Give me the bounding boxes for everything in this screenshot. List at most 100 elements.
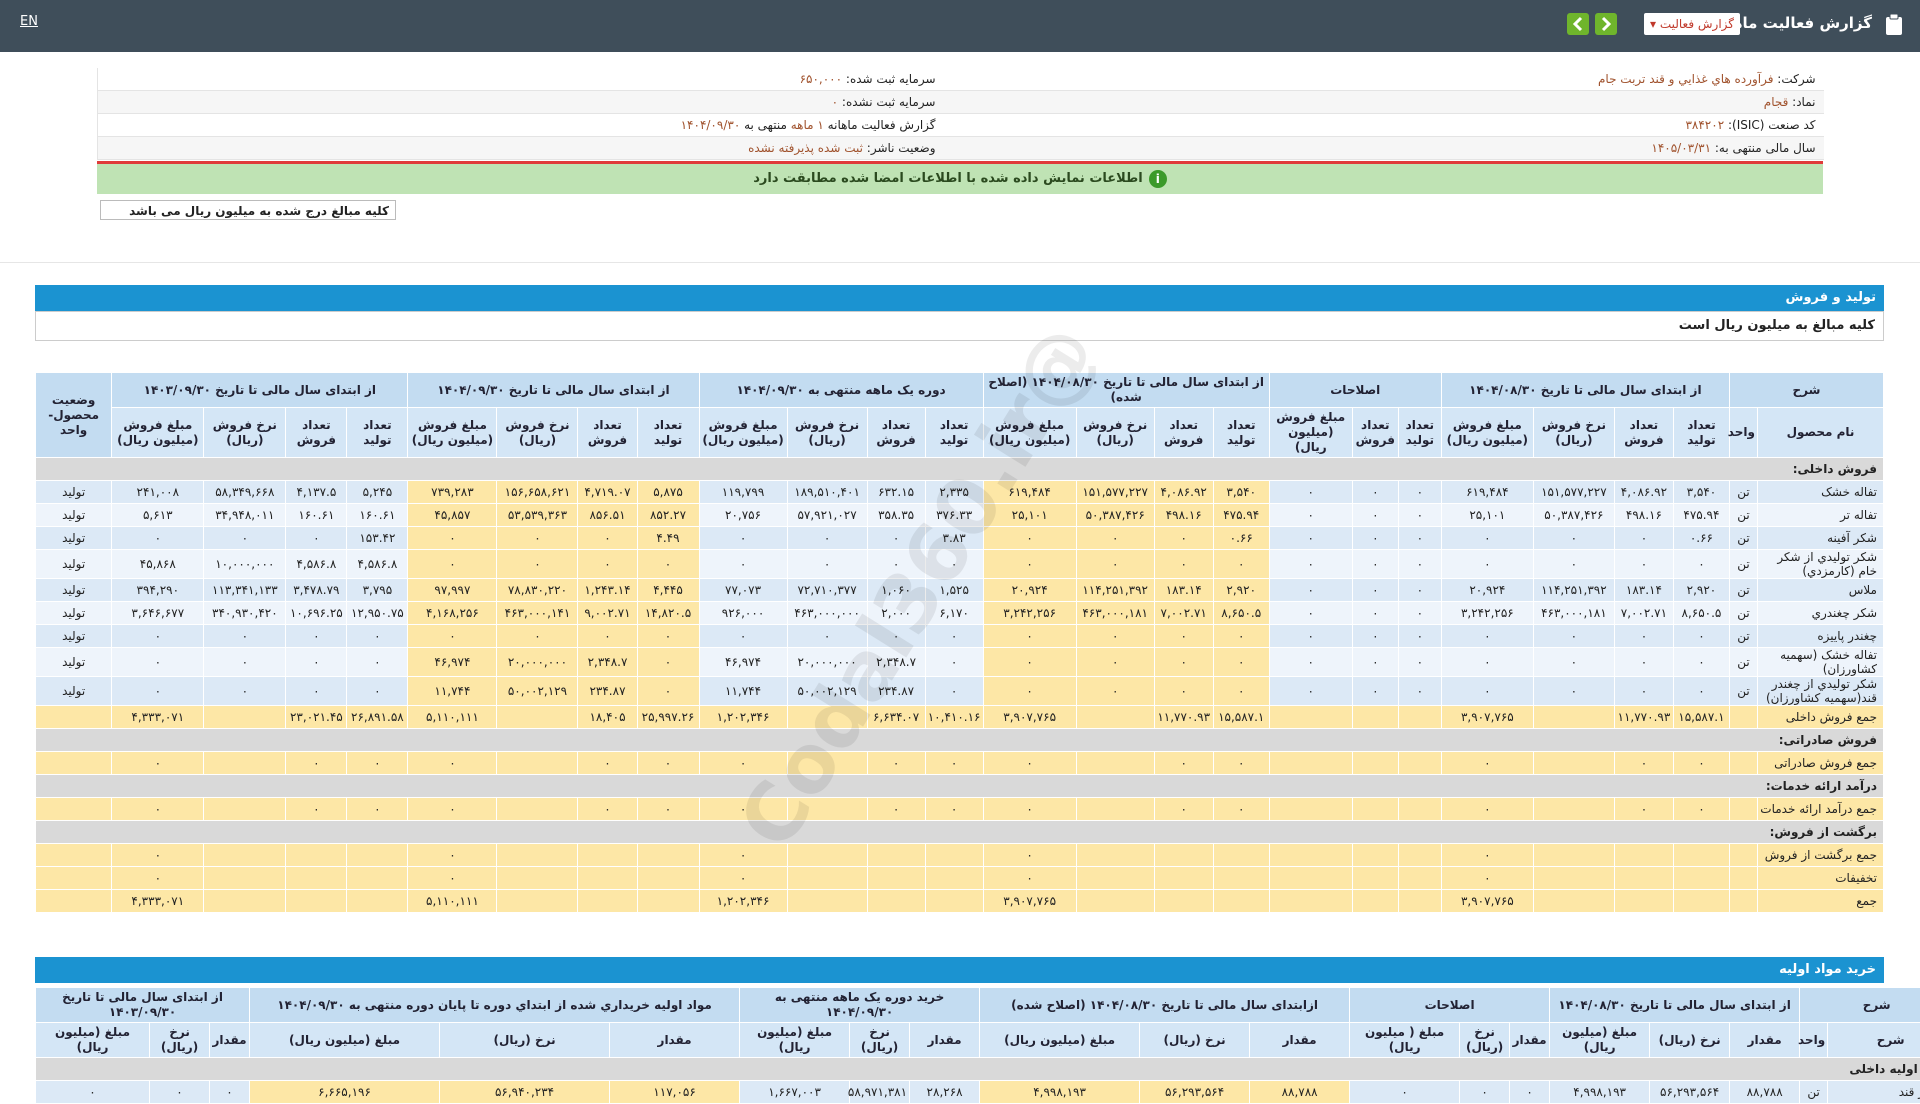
cell: ۰ xyxy=(497,527,578,550)
cell: ۳,۵۴۰ xyxy=(1673,481,1729,504)
cell xyxy=(204,706,286,729)
cell: ۳,۹۰۷,۷۶۵ xyxy=(983,706,1076,729)
cell: ۶۱۹,۴۸۴ xyxy=(983,481,1076,504)
cell: ۰ xyxy=(286,752,347,775)
cell xyxy=(1398,752,1441,775)
cell xyxy=(1398,844,1441,867)
cell xyxy=(36,890,112,913)
cell: ۱,۵۲۵ xyxy=(925,579,983,602)
cell xyxy=(787,752,867,775)
column-header: مقدار xyxy=(610,1023,740,1058)
next-button[interactable] xyxy=(1595,13,1617,35)
cell: ۰ xyxy=(1350,1081,1460,1104)
cell xyxy=(867,867,925,890)
cell xyxy=(1269,890,1352,913)
column-header: مبلغ فروش (میلیون ریال) xyxy=(1441,408,1533,458)
cell: ۵۶,۲۹۳,۵۶۴ xyxy=(1140,1081,1250,1104)
cell xyxy=(204,798,286,821)
row-label: تخفیفات xyxy=(1757,867,1883,890)
cell: ۶,۱۷۰ xyxy=(925,602,983,625)
section-row: درآمد ارائه خدمات: xyxy=(36,775,1884,798)
cell: ۵,۶۱۳ xyxy=(112,504,204,527)
cell: ۰ xyxy=(867,625,925,648)
cell: ۱,۶۶۷,۰۰۳ xyxy=(740,1081,850,1104)
row-label: تفاله خشک xyxy=(1757,481,1883,504)
cell: ۴۹۸.۱۶ xyxy=(1154,504,1213,527)
cell: تن xyxy=(1729,625,1757,648)
info-label: کد صنعت (ISIC): xyxy=(1728,118,1816,132)
column-header: تعداد فروش xyxy=(1614,408,1673,458)
cell: ۰ xyxy=(408,752,497,775)
cell: ۳,۹۰۷,۷۶۵ xyxy=(1441,890,1533,913)
group-header: از ابتدای سال مالی تا تاریخ ۱۴۰۳/۰۹/۳۰ xyxy=(112,373,408,408)
cell xyxy=(36,867,112,890)
language-switch[interactable]: EN xyxy=(20,14,38,29)
cell: تن xyxy=(1729,648,1757,677)
row-label: شکر چغندري xyxy=(1757,602,1883,625)
cell: ۱۰,۶۹۶.۲۵ xyxy=(286,602,347,625)
row-label: چغندر پاییزه xyxy=(1757,625,1883,648)
info-value: قجام xyxy=(1764,95,1789,109)
info-label: گزارش فعالیت ماهانه xyxy=(828,118,936,132)
cell: ۲۰,۹۲۴ xyxy=(1441,579,1533,602)
separator xyxy=(0,262,1920,263)
cell: ۰ xyxy=(1533,625,1614,648)
cell: ۰ xyxy=(408,844,497,867)
cell xyxy=(925,890,983,913)
info-label: سرمایه ثبت شده: xyxy=(846,72,936,86)
info-label: شرکت: xyxy=(1777,72,1815,86)
cell: ۰ xyxy=(112,798,204,821)
cell: ۰ xyxy=(1673,752,1729,775)
cell: ۰ xyxy=(867,798,925,821)
cell: ۰ xyxy=(204,625,286,648)
cell xyxy=(1398,890,1441,913)
cell xyxy=(286,890,347,913)
cell: ۰ xyxy=(1398,648,1441,677)
cell: ۲۰,۰۰۰,۰۰۰ xyxy=(497,648,578,677)
cell: تن xyxy=(1729,602,1757,625)
cell: ۷۸,۸۳۰,۲۲۰ xyxy=(497,579,578,602)
cell: ۳۹۴,۲۹۰ xyxy=(112,579,204,602)
cell: ۰ xyxy=(1154,550,1213,579)
column-header: تعداد فروش xyxy=(1154,408,1213,458)
cell: ۰ xyxy=(1076,550,1154,579)
cell xyxy=(1614,844,1673,867)
cell: تولید xyxy=(36,504,112,527)
cell: ۲,۹۲۰ xyxy=(1213,579,1269,602)
report-icon xyxy=(1884,14,1904,36)
info-row: سال مالی منتهی به: ۱۴۰۵/۰۳/۳۱ وضعیت ناشر… xyxy=(98,137,1824,160)
info-value: ۳۸۴۲۰۲ xyxy=(1685,118,1724,132)
cell: ۰ xyxy=(1398,602,1441,625)
info-label: سال مالی منتهی به: xyxy=(1715,141,1816,155)
cell xyxy=(1533,890,1614,913)
prev-button[interactable] xyxy=(1567,13,1589,35)
cell: ۰ xyxy=(983,752,1076,775)
cell: ۱۵,۵۸۷.۱ xyxy=(1213,706,1269,729)
cell: ۱۱۹,۷۹۹ xyxy=(699,481,787,504)
report-dropdown[interactable]: گزارش فعالیت▾ xyxy=(1644,13,1740,35)
cell xyxy=(497,844,578,867)
group-header: از ابتدای سال مالی تا تاریخ ۱۴۰۴/۰۸/۳۰ xyxy=(1550,988,1800,1023)
section-label: مواد اولیه داخلی xyxy=(36,1058,1920,1081)
cell xyxy=(497,867,578,890)
cell: ۰ xyxy=(286,625,347,648)
info-cell: سال مالی منتهی به: ۱۴۰۵/۰۳/۳۱ xyxy=(944,137,1824,160)
data-row: شکر تولیدي از چغندر قند(سهمیه کشاورزان)ت… xyxy=(36,677,1884,706)
cell: ۳,۲۴۲,۲۵۶ xyxy=(983,602,1076,625)
cell: ۵,۲۴۵ xyxy=(347,481,408,504)
cell: ۰ xyxy=(1154,677,1213,706)
column-header: مبلغ (میلیون ریال) xyxy=(1550,1023,1650,1058)
cell: ۴۷۵.۹۴ xyxy=(1213,504,1269,527)
cell xyxy=(1729,798,1757,821)
cell: ۱۸,۴۰۵ xyxy=(578,706,637,729)
cell: ۵,۱۱۰,۱۱۱ xyxy=(408,706,497,729)
cell: ۱۸۳.۱۴ xyxy=(1614,579,1673,602)
cell: ۰ xyxy=(925,798,983,821)
cell xyxy=(347,867,408,890)
row-label: چغندر قند xyxy=(1828,1081,1920,1104)
cell xyxy=(1213,844,1269,867)
